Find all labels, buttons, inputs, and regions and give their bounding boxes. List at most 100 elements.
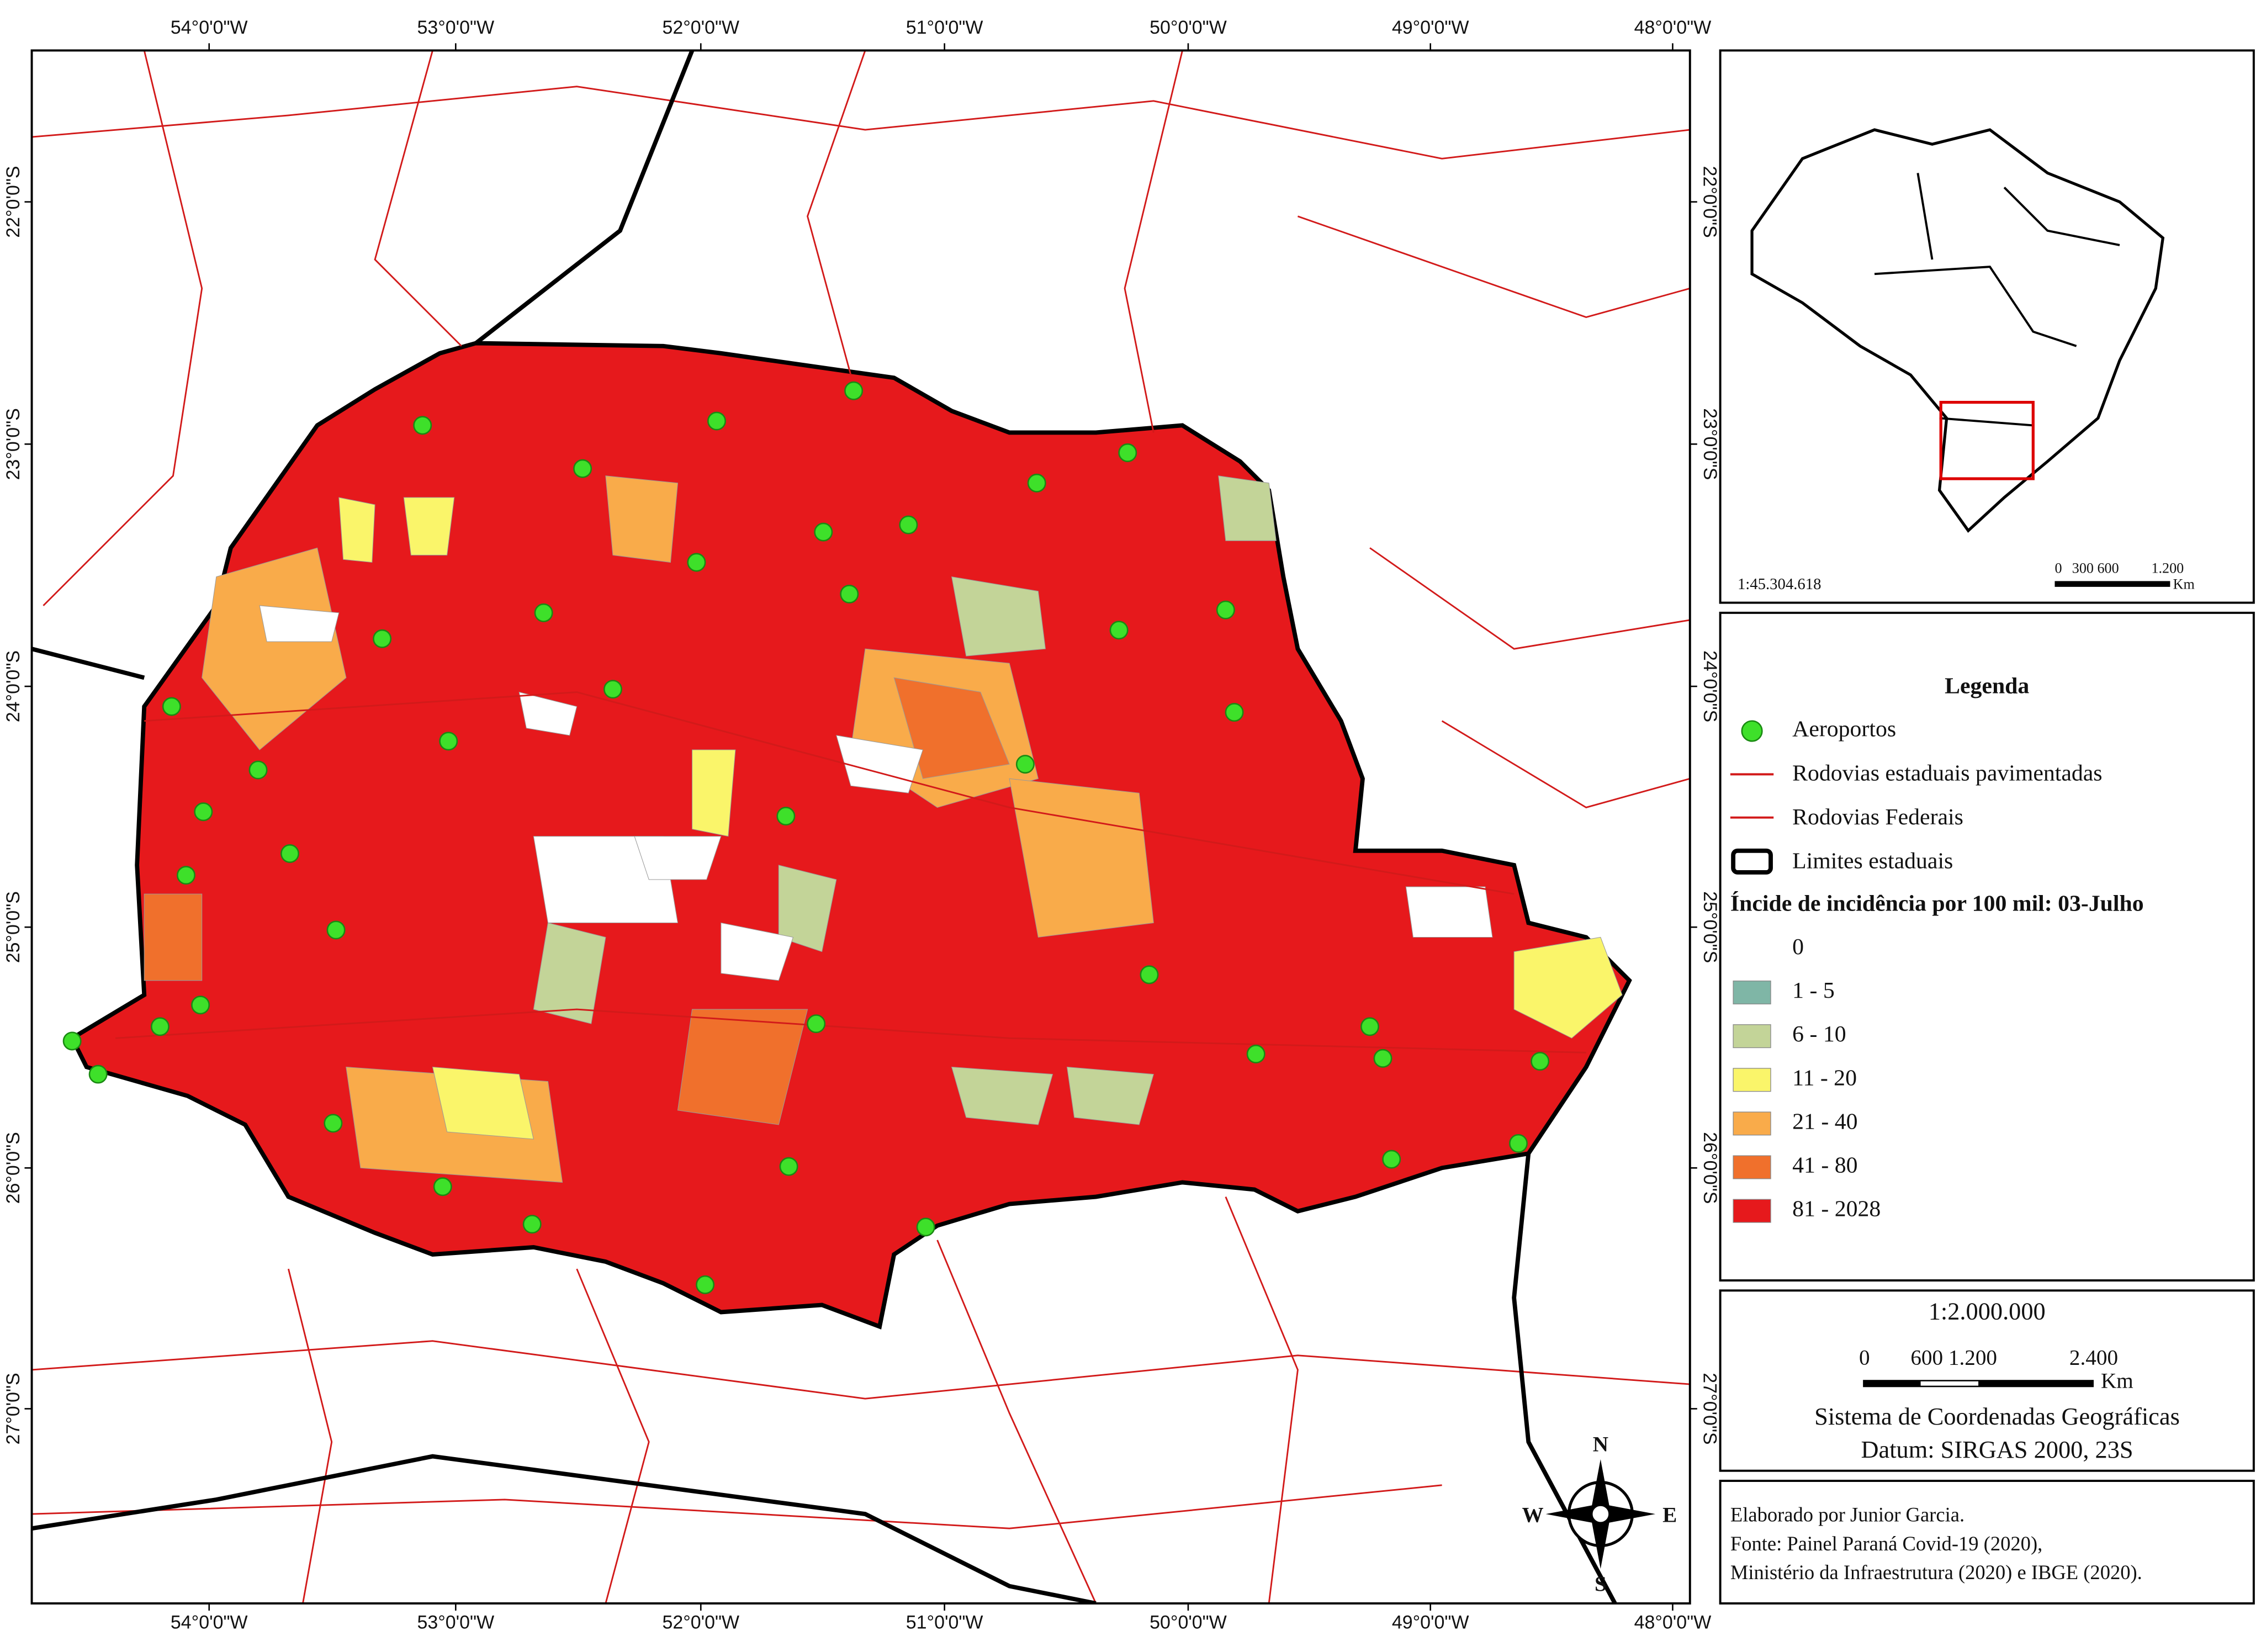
road [31,86,1690,160]
airport [1118,443,1137,462]
legend-swatch [1733,1199,1771,1223]
lon-label: 54°0'0"W [171,1612,248,1633]
inset-map: 1:45.304.618 0 300 600 1.200 Km [1719,49,2255,604]
airport [899,515,918,534]
scale-bar [1920,1381,1979,1386]
lon-label: 52°0'0"W [662,17,739,38]
lon-label: 49°0'0"W [1392,1612,1469,1633]
airport [1225,703,1244,722]
legend-class: 21 - 40 [1792,1109,1857,1134]
airport [433,1177,452,1196]
incidence-patch [951,1066,1053,1125]
road [31,1484,1442,1529]
airport [807,1014,826,1034]
credits: Elaborado por Junior Garcia. Fonte: Pain… [1719,1480,2255,1605]
road [144,691,1515,895]
lat-label: 23°0'0"S [3,408,24,480]
legend-swatch [1733,937,1771,961]
road [807,50,866,375]
incidence-patch [1513,936,1623,1039]
incidence-patch [893,677,1010,779]
legend-title: Legenda [1945,673,2029,698]
legend: Legenda Íncide de incidência por 100 mil… [1719,611,2255,1282]
legend-class: 41 - 80 [1792,1153,1857,1178]
incidence-patch [1009,778,1154,938]
road [115,1008,1586,1053]
lon-label: 53°0'0"W [417,1612,494,1633]
airport [62,1031,82,1051]
airport [194,802,213,822]
compass-e: E [1662,1503,1677,1527]
airport [373,629,392,648]
airport [1360,1017,1379,1036]
incidence-patch [1218,475,1277,541]
road [576,1268,650,1603]
inset-bar-label: 300 600 [2072,560,2119,576]
lat-label: 27°0'0"S [1699,1373,1720,1444]
road [1441,720,1690,808]
lat-label: 22°0'0"S [1699,166,1720,237]
airport [522,1215,542,1234]
lat-label: 25°0'0"S [1699,891,1720,963]
incidence-patch [144,893,203,981]
airport [1015,755,1035,774]
incidence-patch [778,865,837,952]
airport [248,760,268,780]
legend-airport-symbol [1741,720,1763,742]
scale-datum: Datum: SIRGAS 2000, 23S [1861,1436,2133,1463]
airport [534,603,553,622]
airport [1216,600,1235,620]
airport [176,866,195,885]
lon-label: 52°0'0"W [662,1612,739,1633]
incidence-patch [692,749,736,837]
incidence-patch [202,547,347,750]
compass-rose: N S E W [1522,1432,1677,1596]
airport [1509,1134,1528,1153]
airport [573,459,592,478]
legend-class: 11 - 20 [1792,1065,1857,1090]
inset-bar-unit: Km [2173,576,2195,592]
incidence-patch [338,497,375,563]
airport [916,1217,935,1237]
map-frame [30,49,1691,1605]
legend-class: 81 - 2028 [1792,1196,1881,1222]
airport [776,807,796,826]
lon-label: 49°0'0"W [1392,17,1469,38]
legend-swatch [1733,980,1771,1005]
incidence-patch [634,836,722,880]
legend-swatch [1733,1068,1771,1092]
inset-borders [1874,173,2120,427]
scale-box: 1:2.000.000 0 600 1.200 2.400 Km Sistema… [1719,1289,2255,1472]
incidence-patch [1066,1066,1154,1125]
airport [687,553,706,572]
airport [280,844,299,863]
road [1124,50,1183,433]
compass-s: S [1595,1572,1607,1596]
lon-label: 50°0'0"W [1150,1612,1227,1633]
airport [1382,1150,1401,1169]
scale-label: 2.400 [2069,1346,2118,1370]
airport [707,411,726,431]
incidence-patch [432,1066,534,1140]
state-border [474,50,695,345]
scale-crs: Sistema de Coordenadas Geográficas [1814,1402,2180,1430]
lat-label: 26°0'0"S [1699,1132,1720,1204]
road [936,1240,1097,1603]
lat-label: 25°0'0"S [3,891,24,963]
inset-highlight [1939,400,2035,480]
incidence-patch [259,605,340,642]
legend-swatch [1733,1155,1771,1179]
lat-label: 24°0'0"S [1699,650,1720,722]
legend-item: Aeroportos [1792,717,1896,742]
airport [191,996,210,1015]
airport [88,1065,108,1084]
airport [840,584,859,603]
airport [162,697,181,716]
airport [1109,621,1129,640]
airport [696,1275,715,1294]
inset-bar-label: 0 [2055,560,2062,576]
legend-swatch [1733,1111,1771,1136]
airport [324,1114,343,1133]
